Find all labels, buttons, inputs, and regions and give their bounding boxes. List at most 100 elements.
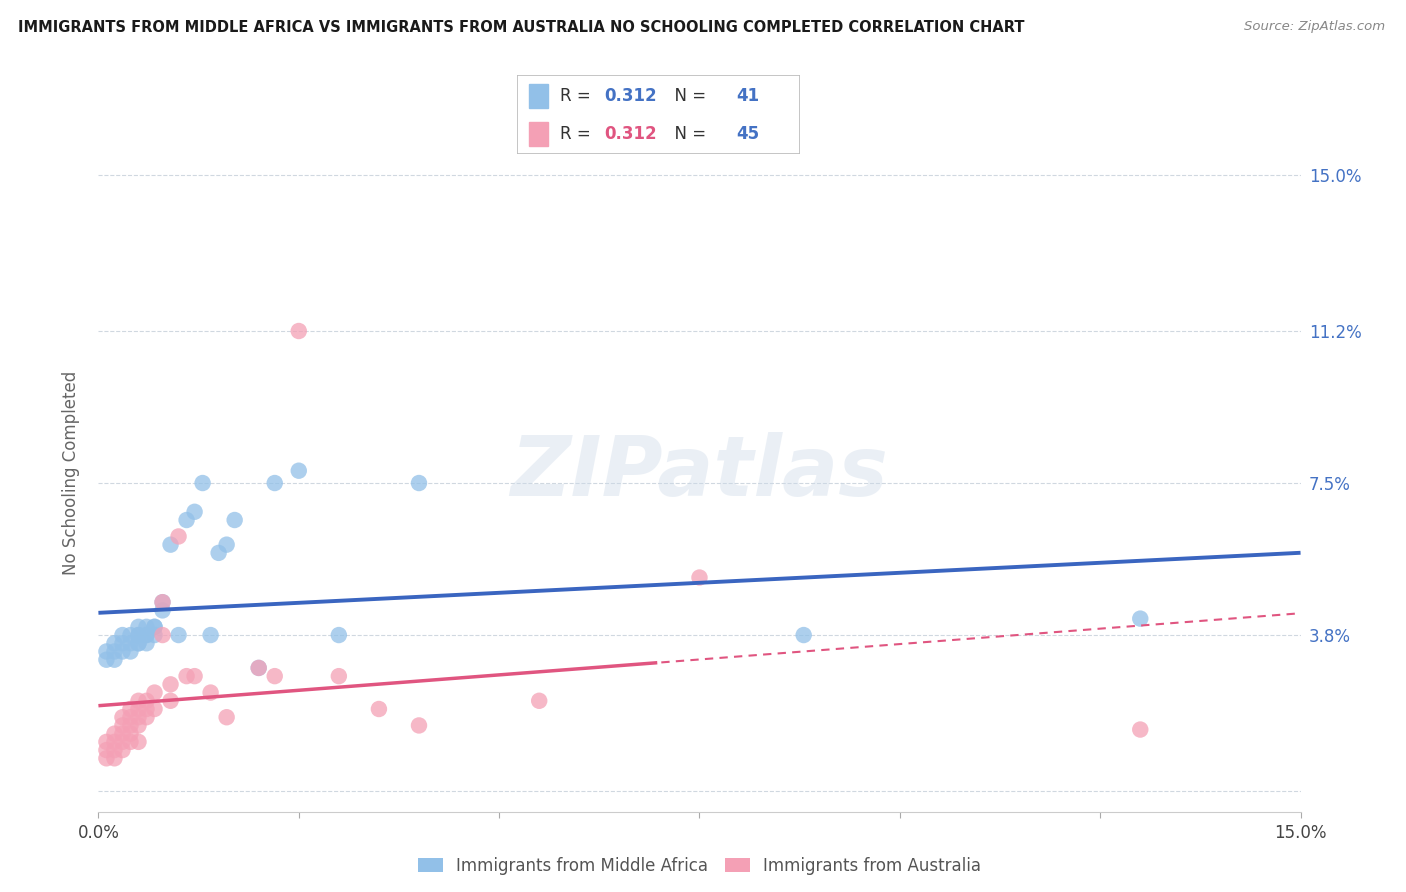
Point xyxy=(103,743,125,757)
Point xyxy=(159,677,181,691)
Point xyxy=(135,628,157,642)
Point xyxy=(135,628,157,642)
Point xyxy=(167,529,190,543)
Point xyxy=(111,644,134,658)
Point xyxy=(143,620,166,634)
Point xyxy=(328,669,350,683)
Point xyxy=(103,644,125,658)
Point xyxy=(103,653,125,667)
Point xyxy=(135,702,157,716)
Point xyxy=(128,628,150,642)
Point xyxy=(143,628,166,642)
Point xyxy=(111,710,134,724)
Point xyxy=(120,710,142,724)
Point xyxy=(96,743,118,757)
Point xyxy=(152,603,174,617)
Y-axis label: No Schooling Completed: No Schooling Completed xyxy=(62,371,80,574)
Point xyxy=(120,726,142,740)
Bar xyxy=(529,122,548,145)
Point xyxy=(128,718,150,732)
Point xyxy=(103,726,125,740)
Point xyxy=(224,513,246,527)
Point xyxy=(103,636,125,650)
Point xyxy=(128,636,150,650)
Point xyxy=(208,546,231,560)
Point xyxy=(689,570,711,584)
Point xyxy=(135,636,157,650)
Text: Source: ZipAtlas.com: Source: ZipAtlas.com xyxy=(1244,20,1385,33)
Point xyxy=(128,694,150,708)
Text: N =: N = xyxy=(664,87,711,105)
Legend: Immigrants from Middle Africa, Immigrants from Australia: Immigrants from Middle Africa, Immigrant… xyxy=(411,850,988,881)
Point xyxy=(111,718,134,732)
Point xyxy=(143,702,166,716)
Bar xyxy=(529,85,548,108)
Point xyxy=(120,628,142,642)
Point xyxy=(111,726,134,740)
Point xyxy=(96,735,118,749)
Point xyxy=(120,735,142,749)
Point xyxy=(96,751,118,765)
Point xyxy=(135,620,157,634)
Text: 45: 45 xyxy=(737,125,759,143)
Point xyxy=(103,751,125,765)
Point xyxy=(152,595,174,609)
Text: R =: R = xyxy=(560,125,596,143)
Point xyxy=(128,710,150,724)
Point xyxy=(143,685,166,699)
Point xyxy=(135,710,157,724)
Point xyxy=(103,735,125,749)
Point xyxy=(183,505,205,519)
Text: R =: R = xyxy=(560,87,596,105)
Point xyxy=(128,636,150,650)
Point xyxy=(263,476,285,491)
Point xyxy=(288,324,311,338)
Point xyxy=(120,718,142,732)
Point xyxy=(247,661,270,675)
Point xyxy=(167,628,190,642)
Point xyxy=(176,513,198,527)
Point xyxy=(288,464,311,478)
Point xyxy=(191,476,214,491)
Text: N =: N = xyxy=(664,125,711,143)
Point xyxy=(408,476,430,491)
Point xyxy=(111,628,134,642)
Point xyxy=(111,636,134,650)
Point xyxy=(135,694,157,708)
Point xyxy=(263,669,285,683)
Point xyxy=(152,595,174,609)
Text: 0.312: 0.312 xyxy=(605,87,657,105)
Point xyxy=(408,718,430,732)
Point xyxy=(128,620,150,634)
Point xyxy=(200,628,222,642)
Point xyxy=(120,636,142,650)
Point xyxy=(111,743,134,757)
Point xyxy=(152,628,174,642)
Point xyxy=(529,694,551,708)
Point xyxy=(96,653,118,667)
Text: ZIPatlas: ZIPatlas xyxy=(510,433,889,513)
Point xyxy=(128,628,150,642)
Point xyxy=(183,669,205,683)
Text: IMMIGRANTS FROM MIDDLE AFRICA VS IMMIGRANTS FROM AUSTRALIA NO SCHOOLING COMPLETE: IMMIGRANTS FROM MIDDLE AFRICA VS IMMIGRA… xyxy=(18,20,1025,35)
Point xyxy=(159,694,181,708)
Text: 41: 41 xyxy=(737,87,759,105)
Point xyxy=(96,644,118,658)
Point xyxy=(120,644,142,658)
Point xyxy=(793,628,815,642)
Point xyxy=(215,710,238,724)
Point xyxy=(128,702,150,716)
Point xyxy=(247,661,270,675)
Text: 0.312: 0.312 xyxy=(605,125,657,143)
Point xyxy=(128,735,150,749)
Point xyxy=(176,669,198,683)
Point xyxy=(328,628,350,642)
Point xyxy=(111,735,134,749)
Point xyxy=(215,538,238,552)
Point xyxy=(1129,612,1152,626)
Point xyxy=(120,702,142,716)
Point xyxy=(143,620,166,634)
Point xyxy=(368,702,391,716)
Point xyxy=(159,538,181,552)
Point xyxy=(200,685,222,699)
